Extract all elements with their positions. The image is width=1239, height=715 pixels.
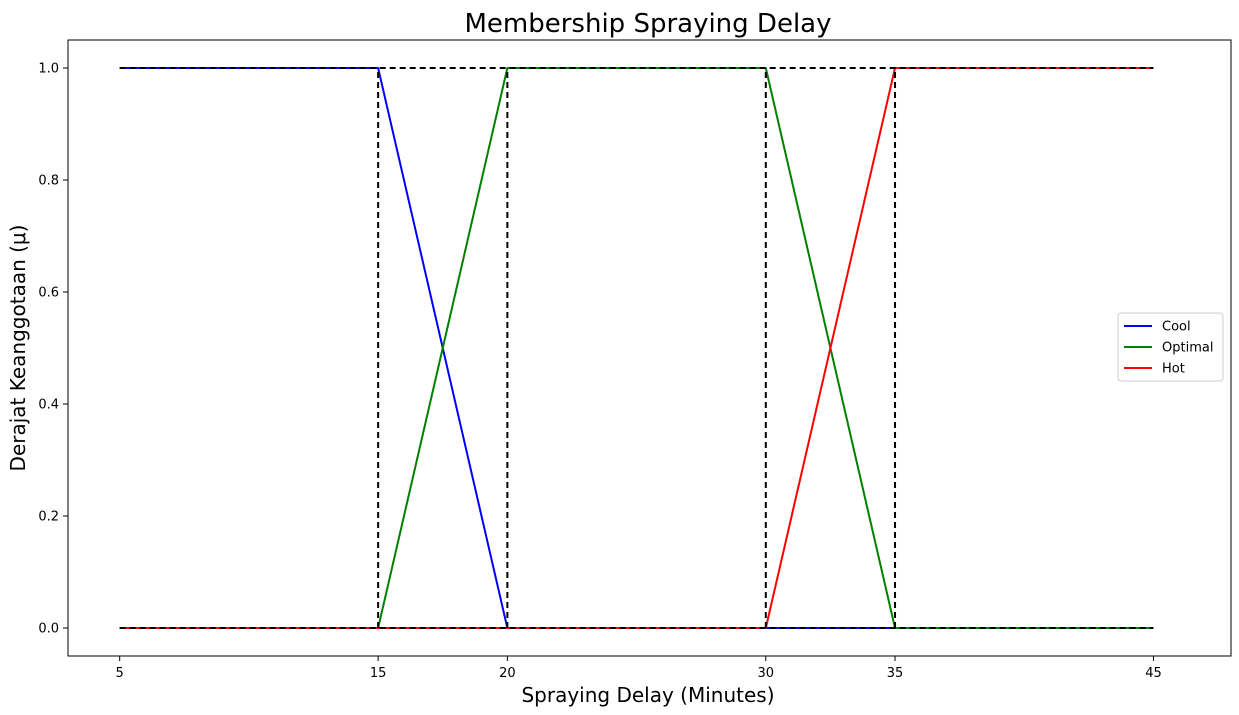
legend-label-hot: Hot xyxy=(1162,362,1185,377)
plot-frame xyxy=(67,39,1232,657)
reference-lines xyxy=(119,67,1154,629)
x-tick-label: 5 xyxy=(116,666,124,681)
y-tick-label: 0.0 xyxy=(38,622,59,637)
x-axis-ticks: 5 15 20 30 35 45 xyxy=(116,656,1162,681)
x-axis-label: Spraying Delay (Minutes) xyxy=(521,683,774,707)
y-tick-label: 0.4 xyxy=(38,398,59,413)
y-tick-label: 0.8 xyxy=(38,174,59,189)
legend-label-cool: Cool xyxy=(1162,320,1191,335)
series-line-optimal xyxy=(119,67,1154,629)
legend: Cool Optimal Hot xyxy=(1117,312,1224,382)
y-tick-label: 0.2 xyxy=(38,510,59,525)
legend-label-optimal: Optimal xyxy=(1162,341,1213,356)
series-layer xyxy=(119,67,1154,629)
y-tick-label: 1.0 xyxy=(38,62,59,77)
x-tick-label: 20 xyxy=(499,666,516,681)
y-axis-ticks: 0.0 0.2 0.4 0.6 0.8 1.0 xyxy=(38,62,68,637)
y-axis-label: Derajat Keanggotaan (μ) xyxy=(6,225,30,472)
legend-box xyxy=(1117,312,1224,382)
x-tick-label: 15 xyxy=(370,666,387,681)
x-tick-label: 35 xyxy=(887,666,904,681)
x-tick-label: 30 xyxy=(758,666,775,681)
x-tick-label: 45 xyxy=(1145,666,1162,681)
series-line-cool xyxy=(119,67,1154,629)
chart-title: Membership Spraying Delay xyxy=(464,9,831,39)
series-line-hot xyxy=(119,67,1154,629)
y-tick-label: 0.6 xyxy=(38,286,59,301)
